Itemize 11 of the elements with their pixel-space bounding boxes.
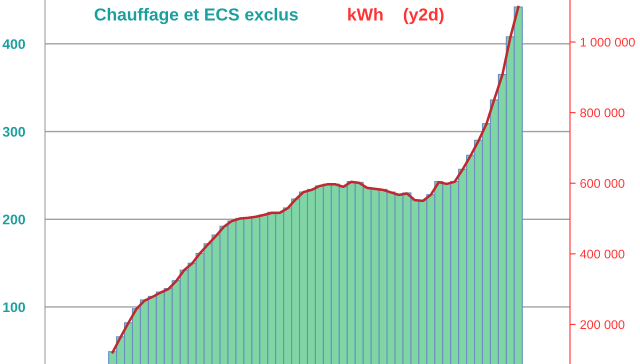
y-tick-label: 400 [2, 39, 25, 50]
y2-tick-label: 400 000 [580, 250, 624, 258]
y-tick-label: 300 [2, 126, 25, 137]
y2-tick-label: 800 000 [580, 108, 624, 118]
y2-tick-label: 600 000 [580, 179, 624, 188]
chart-title: Chauffage et ECS exclus [94, 8, 298, 24]
y2-tick-label: 1 000 000 [580, 38, 635, 47]
y-tick-label: 100 [3, 302, 25, 312]
y2-axis-title: kWh (y2d) [348, 8, 444, 24]
y-tick-label: 200 [2, 214, 25, 224]
y2-tick-label: 200 000 [580, 320, 624, 330]
